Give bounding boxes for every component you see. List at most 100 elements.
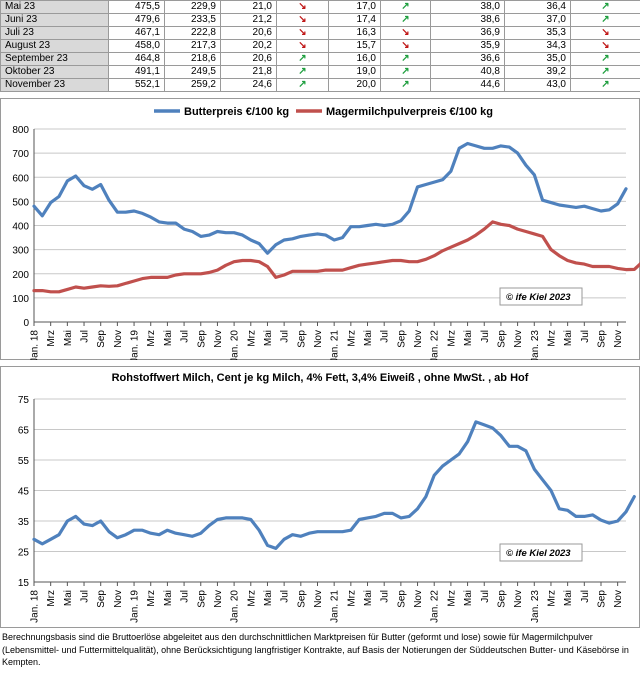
data-point xyxy=(191,230,194,233)
table-cell-c5: 15,7 xyxy=(328,39,381,53)
data-point xyxy=(241,234,244,236)
data-point xyxy=(466,239,469,241)
data-point xyxy=(525,164,527,166)
data-point xyxy=(74,175,77,177)
y-tick-label: 35 xyxy=(18,517,30,528)
table-cell-c7: 38,0 xyxy=(430,0,505,14)
chart1-annotation-box: © ife Kiel 2023 xyxy=(499,287,583,306)
data-point xyxy=(149,276,152,279)
table-cell-month: September 23 xyxy=(0,52,109,66)
legend-butter-label: Butterpreis €/100 kg xyxy=(184,106,289,118)
trend-down-icon: ↘ xyxy=(276,13,329,27)
data-point xyxy=(66,180,69,182)
data-point xyxy=(533,468,536,470)
data-point xyxy=(225,264,227,267)
milk-raw-value-chart: Rohstoffwert Milch, Cent je kg Milch, 4%… xyxy=(0,366,640,628)
data-point xyxy=(541,235,544,238)
data-point xyxy=(200,532,202,534)
data-point xyxy=(383,224,386,227)
x-tick-label: Jan. 20 xyxy=(230,330,241,360)
x-tick-label: Mrz xyxy=(346,590,357,607)
data-point xyxy=(483,147,486,150)
data-point xyxy=(475,421,477,423)
data-point xyxy=(216,518,219,521)
data-point xyxy=(300,235,302,238)
x-tick-label: Mrz xyxy=(46,330,57,347)
x-tick-label: Mrz xyxy=(546,590,557,607)
x-tick-label: Mai xyxy=(463,590,474,606)
data-point xyxy=(441,465,444,467)
data-point xyxy=(525,450,527,452)
x-tick-label: Jul xyxy=(80,330,91,343)
table-cell-month: Mai 23 xyxy=(0,0,109,14)
x-tick-label: Jul xyxy=(480,590,491,603)
data-point xyxy=(166,276,169,279)
x-tick-label: Jan. 21 xyxy=(330,330,341,360)
chart2-copyright: © ife Kiel 2023 xyxy=(506,548,571,559)
data-point xyxy=(516,445,519,448)
data-point xyxy=(250,259,252,262)
data-point xyxy=(500,434,502,437)
data-point xyxy=(433,181,436,183)
data-point xyxy=(166,529,169,531)
x-tick-label: Mai xyxy=(163,590,174,606)
data-point xyxy=(541,199,544,201)
data-point xyxy=(266,544,269,547)
data-point xyxy=(591,265,594,268)
data-point xyxy=(316,270,319,273)
data-point xyxy=(375,223,377,226)
x-tick-label: Sep xyxy=(396,590,407,608)
data-point xyxy=(208,271,210,274)
data-point xyxy=(216,230,219,233)
data-point xyxy=(533,174,536,176)
data-point xyxy=(350,529,352,531)
trend-down-icon: ↘ xyxy=(276,26,329,40)
data-point xyxy=(333,239,336,241)
x-tick-label: Jul xyxy=(380,590,391,603)
data-point xyxy=(241,259,244,262)
data-point xyxy=(174,222,177,224)
data-point xyxy=(625,188,627,190)
table-cell-butter: 479,6 xyxy=(108,13,165,27)
trend-up-icon: ↗ xyxy=(570,13,640,27)
data-point xyxy=(375,262,377,264)
data-point xyxy=(58,533,60,536)
data-point xyxy=(341,269,344,271)
data-point xyxy=(241,517,244,519)
data-point xyxy=(66,288,69,291)
table-cell-month: Juli 23 xyxy=(0,26,109,40)
x-tick-label: Jul xyxy=(480,330,491,343)
data-point xyxy=(174,532,177,534)
x-tick-label: Jan. 21 xyxy=(330,590,341,623)
x-tick-label: Nov xyxy=(513,590,524,608)
data-point xyxy=(450,246,452,248)
x-tick-label: Sep xyxy=(396,330,407,348)
data-point xyxy=(283,538,285,541)
y-tick-label: 800 xyxy=(12,125,29,136)
table-cell-c5: 20,0 xyxy=(328,78,381,92)
data-point xyxy=(191,273,194,275)
data-point xyxy=(158,221,160,223)
x-tick-label: Jan. 20 xyxy=(230,590,241,623)
data-point xyxy=(608,209,611,211)
price-table: Mai 23 475,5 229,9 21,0 ↘ 17,0 ↗ 38,0 36,4 ↗ Juni … xyxy=(0,0,640,92)
y-tick-label: 400 xyxy=(12,222,29,233)
x-tick-label: Nov xyxy=(113,590,124,608)
data-point xyxy=(450,459,452,461)
data-point xyxy=(508,445,511,448)
data-point xyxy=(83,184,85,187)
data-point xyxy=(625,268,627,271)
table-cell-c3: 20,6 xyxy=(220,52,277,66)
chart2-annotation-box: © ife Kiel 2023 xyxy=(499,543,583,562)
data-point xyxy=(425,258,427,261)
trend-up-icon: ↗ xyxy=(380,0,431,14)
table-cell-c8: 35,0 xyxy=(504,52,571,66)
x-tick-label: Nov xyxy=(313,590,324,608)
x-tick-label: Mrz xyxy=(146,590,157,607)
data-point xyxy=(391,223,394,226)
table-cell-month: November 23 xyxy=(0,78,109,92)
trend-up-icon: ↗ xyxy=(380,13,431,27)
data-point xyxy=(366,263,369,265)
x-tick-label: Jul xyxy=(280,590,291,603)
series-points-0 xyxy=(33,142,627,254)
